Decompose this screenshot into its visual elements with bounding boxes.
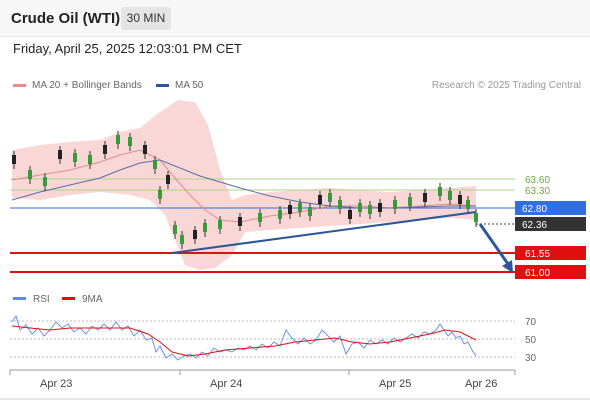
candle-body bbox=[393, 200, 397, 209]
current-price-tag bbox=[515, 217, 586, 231]
label-r1: 63.30 bbox=[525, 186, 550, 197]
candle-body bbox=[28, 170, 32, 179]
candle-body bbox=[73, 153, 77, 162]
legend-bollinger: MA 20 + Bollinger Bands bbox=[13, 80, 142, 91]
candle-body bbox=[258, 213, 262, 222]
candle-body bbox=[378, 203, 382, 212]
rsi-line bbox=[11, 314, 477, 361]
rsi-ma-swatch-icon bbox=[62, 297, 75, 300]
candle-body bbox=[173, 225, 177, 234]
support-1-tag bbox=[515, 246, 586, 260]
candle-body bbox=[218, 220, 222, 229]
candle-body bbox=[128, 137, 132, 146]
support-2-tag bbox=[515, 265, 586, 279]
label-r2: 63.60 bbox=[525, 175, 550, 186]
bottom-border bbox=[0, 398, 590, 400]
x-label-apr25: Apr 25 bbox=[379, 378, 411, 390]
label-s2: 61.00 bbox=[525, 268, 550, 279]
legend-ma50-label: MA 50 bbox=[175, 80, 204, 91]
candle-body bbox=[368, 205, 372, 214]
candle-body bbox=[203, 223, 207, 232]
candle-body bbox=[458, 195, 462, 204]
candle-body bbox=[180, 235, 184, 244]
candle-body bbox=[43, 177, 47, 186]
rsi-ma-legend-label: 9MA bbox=[82, 294, 103, 305]
legend-ma50: MA 50 bbox=[156, 80, 203, 91]
label-s1: 61.55 bbox=[525, 249, 550, 260]
candle-body bbox=[466, 200, 470, 209]
candle-body bbox=[116, 135, 120, 144]
candlesticks bbox=[12, 131, 478, 249]
forecast-arrow-line bbox=[478, 223, 510, 265]
label-pivot: 62.80 bbox=[522, 204, 547, 215]
candle-body bbox=[474, 213, 478, 222]
forecast-arrow-icon bbox=[502, 260, 513, 273]
candle-body bbox=[193, 230, 197, 239]
candle-body bbox=[288, 205, 292, 214]
ma50-line bbox=[11, 159, 476, 209]
candle-body bbox=[58, 150, 62, 159]
candle-body bbox=[88, 155, 92, 164]
candle-body bbox=[158, 190, 162, 199]
legend-bollinger-label: MA 20 + Bollinger Bands bbox=[32, 80, 142, 91]
chart-header: Crude Oil (WTI) 30 MIN bbox=[0, 0, 590, 37]
credit-text: Research © 2025 Trading Central bbox=[431, 80, 581, 91]
rsi-level-30: 30 bbox=[525, 353, 537, 364]
candle-body bbox=[338, 200, 342, 209]
timestamp: Friday, April 25, 2025 12:03:01 PM CET bbox=[13, 41, 242, 56]
rsi-swatch-icon bbox=[13, 297, 26, 300]
candle-body bbox=[438, 187, 442, 196]
x-label-apr23: Apr 23 bbox=[40, 378, 72, 390]
x-label-apr24: Apr 24 bbox=[210, 378, 242, 390]
instrument-title: Crude Oil (WTI) bbox=[11, 10, 121, 27]
x-label-apr26: Apr 26 bbox=[465, 378, 497, 390]
candle-body bbox=[103, 145, 107, 154]
label-current: 62.36 bbox=[522, 220, 547, 231]
candle-body bbox=[308, 207, 312, 216]
candle-body bbox=[358, 203, 362, 212]
bollinger-band bbox=[12, 100, 476, 270]
pivot-tag bbox=[515, 201, 586, 215]
timeframe-button[interactable]: 30 MIN bbox=[121, 7, 171, 30]
candle-body bbox=[423, 193, 427, 202]
ma50-swatch-icon bbox=[156, 83, 169, 87]
candle-body bbox=[328, 193, 332, 202]
rsi-level-70: 70 bbox=[525, 317, 537, 328]
candle-body bbox=[143, 145, 147, 154]
candle-body bbox=[408, 197, 412, 206]
candle-body bbox=[318, 195, 322, 204]
candle-body bbox=[166, 175, 170, 184]
bollinger-swatch-icon bbox=[13, 83, 26, 87]
candle-body bbox=[448, 191, 452, 200]
candle-body bbox=[298, 203, 302, 212]
candle-body bbox=[278, 210, 282, 219]
candle-body bbox=[348, 210, 352, 219]
rsi-level-50: 50 bbox=[525, 335, 537, 346]
candle-body bbox=[12, 155, 16, 164]
candle-body bbox=[153, 160, 157, 169]
rsi-ma-line bbox=[11, 325, 477, 357]
rsi-legend-label: RSI bbox=[33, 294, 50, 305]
trend-line bbox=[171, 211, 477, 254]
candle-body bbox=[238, 217, 242, 226]
